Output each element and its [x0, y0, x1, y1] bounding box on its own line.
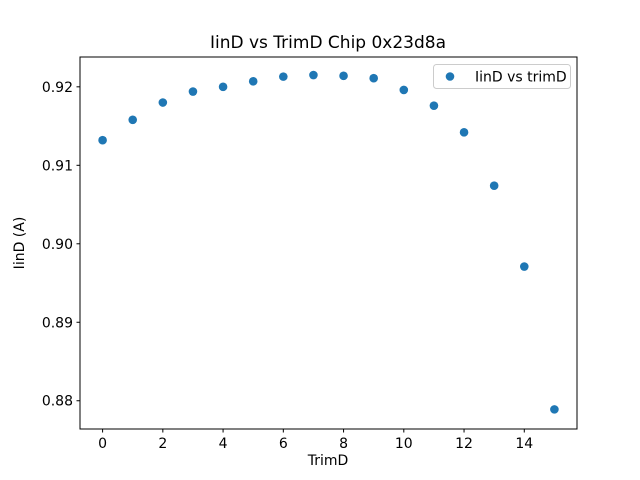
x-tick-label: 2 [158, 436, 167, 452]
x-tick-label: 10 [395, 436, 413, 452]
x-tick-label: 6 [279, 436, 288, 452]
data-point [550, 405, 559, 414]
data-point [489, 181, 499, 191]
legend-box [433, 64, 571, 89]
data-point [339, 71, 348, 81]
y-tick-label: 0.90 [42, 237, 73, 253]
x-axis-label: TrimD [307, 453, 349, 469]
scatter-points [98, 70, 559, 414]
x-tick-label: 4 [219, 436, 228, 452]
data-point [459, 128, 469, 137]
y-tick-label: 0.91 [42, 158, 73, 174]
data-point [279, 72, 288, 81]
data-point [369, 73, 378, 83]
data-point [519, 262, 529, 271]
x-tick-label: 8 [339, 436, 348, 452]
y-axis-label: IinD (A) [12, 217, 28, 270]
data-point [218, 82, 228, 92]
y-tick-label: 0.88 [42, 394, 73, 410]
data-point [248, 77, 258, 86]
data-point [399, 85, 409, 95]
data-point [309, 70, 318, 80]
data-point [98, 135, 107, 145]
legend: IinD vs trimD [433, 64, 571, 89]
chart-title: IinD vs TrimD Chip 0x23d8a [210, 33, 446, 53]
data-point [128, 115, 138, 125]
legend-label: IinD vs trimD [475, 70, 567, 86]
data-point [429, 101, 439, 110]
axes-frame [79, 56, 578, 430]
x-axis-ticks: 0 2 4 6 8 10 12 14 [98, 429, 533, 452]
x-tick-label: 14 [515, 436, 533, 452]
y-tick-label: 0.89 [42, 315, 73, 331]
x-tick-label: 12 [455, 436, 473, 452]
data-point [188, 87, 198, 96]
y-tick-label: 0.92 [42, 80, 73, 96]
legend-marker-icon [445, 72, 455, 81]
y-axis-ticks: 0.88 0.89 0.90 0.91 0.92 [42, 80, 80, 410]
data-point [158, 98, 168, 107]
x-tick-label: 0 [98, 436, 107, 452]
